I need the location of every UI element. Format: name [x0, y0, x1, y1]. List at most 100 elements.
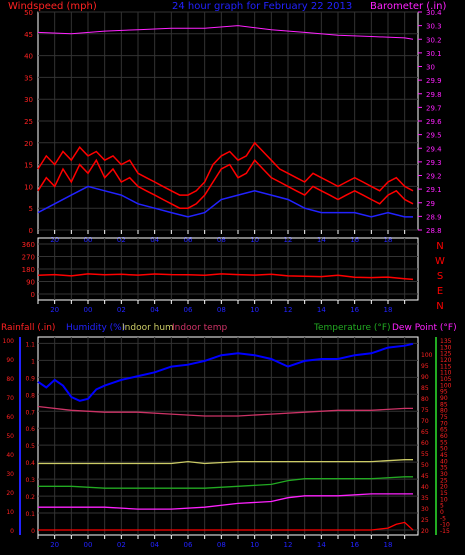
x-tick-label: 06 — [184, 306, 193, 314]
x-tick-label: 14 — [317, 306, 326, 314]
barometer-tick-label: 30 — [426, 64, 435, 72]
temperature-inner-tick-label: 25 — [421, 517, 429, 524]
rainfall-outer-ticks: 0 10 20 30 40 50 60 70 80 90 100 — [3, 338, 15, 535]
environment-plot-frame — [37, 336, 419, 536]
rainfall-inner-tick-label: 0.4 — [25, 460, 35, 467]
environment-panel: Rainfall (.in) Humidity (%)Indoor humIndo… — [1, 323, 457, 549]
temperature-outer-tick-label: 20 — [440, 484, 448, 491]
windspeed-axis-label: Windspeed (mph) — [8, 1, 97, 12]
degree-tick-label: 270 — [22, 254, 35, 262]
barometer-tick-label: 29.5 — [426, 132, 442, 140]
x-tick-label: 04 — [150, 306, 159, 314]
series-dew-point — [38, 493, 413, 510]
barometer-tick-label: 30.2 — [426, 36, 442, 44]
temperature-outer-tick-label: -15 — [440, 528, 450, 535]
temperature-outer-tick-label: 65 — [440, 427, 448, 434]
windspeed-tick-label: 30 — [24, 96, 33, 104]
rainfall-inner-tick-label: 1 — [31, 358, 35, 365]
barometer-tick-label: 30.3 — [426, 23, 442, 31]
rainfall-inner-tick-label: 0.9 — [25, 375, 35, 382]
x-tick-label: 20 — [50, 306, 59, 314]
barometer-tick-label: 29.3 — [426, 159, 442, 167]
temperature-outer-tick-label: 120 — [440, 357, 452, 364]
series-wind-direction — [37, 273, 414, 281]
temperature-outer-tick-label: 115 — [440, 363, 452, 370]
legend-label: Indoor hum — [122, 323, 174, 333]
windspeed-tick-label: 20 — [24, 140, 33, 148]
temperature-inner-tick-label: 85 — [421, 385, 429, 392]
series-indoor-temp — [37, 405, 413, 417]
windspeed-tick-label: 5 — [29, 205, 33, 213]
x-tick-label: 16 — [350, 306, 359, 314]
temperature-outer-tick-label: 55 — [440, 439, 448, 446]
x-tick-label: 14 — [317, 541, 326, 549]
barometer-tick-label: 30.1 — [426, 50, 442, 58]
x-tick-label: 00 — [84, 306, 93, 314]
compass-label: S — [437, 271, 443, 282]
temperature-outer-tick-label: 30 — [440, 471, 448, 478]
series-gust — [37, 141, 414, 196]
rainfall-inner-ticks: 0 0.1 0.2 0.3 0.4 0.5 0.6 0.7 0.8 0.9 1 1.1 — [25, 341, 35, 535]
series-indoor-hum — [38, 459, 413, 465]
rainfall-inner-tick-label: 0.2 — [25, 494, 35, 501]
rainfall-outer-tick-label: 30 — [6, 471, 14, 478]
temperature-outer-tick-label: 25 — [440, 477, 448, 484]
rainfall-inner-tick-label: 0.3 — [25, 477, 35, 484]
temperature-outer-tick-label: 15 — [440, 490, 448, 497]
x-tick-label: 04 — [150, 541, 159, 549]
temperature-inner-tick-label: 70 — [421, 418, 429, 425]
environment-x-ticks: 20 00 02 04 06 08 10 12 14 16 18 — [37, 535, 406, 549]
rainfall-inner-tick-label: 0.5 — [25, 443, 35, 450]
legend-label: Indoor temp — [172, 323, 227, 333]
degree-tick-label: 0 — [31, 291, 35, 299]
x-tick-label: 06 — [184, 541, 193, 549]
barometer-tick-label: 29.1 — [426, 186, 442, 194]
rainfall-inner-tick-label: 0.7 — [25, 409, 35, 416]
environment-legend: Rainfall (.in) Humidity (%)Indoor humIndo… — [1, 323, 457, 333]
legend-label: Rainfall (.in) — [1, 323, 55, 333]
series-average-wind — [37, 185, 413, 218]
temperature-outer-tick-label: 95 — [440, 389, 448, 396]
series-windspeed — [37, 158, 414, 209]
temperature-outer-tick-label: 85 — [440, 401, 448, 408]
x-tick-label: 12 — [284, 306, 293, 314]
rainfall-outer-tick-label: 90 — [6, 357, 14, 364]
temperature-inner-tick-label: 40 — [421, 484, 429, 491]
windspeed-tick-label: 45 — [24, 31, 33, 39]
compass-label: W — [435, 256, 445, 267]
direction-x-ticks: 20 00 02 04 06 08 10 12 14 16 18 — [37, 300, 406, 314]
temperature-inner-tick-label: 35 — [421, 495, 429, 502]
temperature-inner-tick-label: 80 — [421, 396, 429, 403]
legend-label: Humidity (%) — [66, 323, 125, 333]
barometer-tick-label: 29.2 — [426, 173, 442, 181]
temperature-outer-tick-label: 125 — [440, 351, 452, 358]
temperature-inner-tick-label: 100 — [421, 352, 433, 359]
degree-tick-label: 90 — [26, 279, 35, 287]
windspeed-tick-label: 50 — [24, 9, 33, 17]
x-tick-label: 00 — [84, 541, 93, 549]
direction-grid — [38, 238, 418, 300]
temperature-inner-tick-label: 55 — [421, 451, 429, 458]
rainfall-inner-tick-label: 0 — [31, 528, 35, 535]
compass-label: N — [436, 241, 443, 252]
barometer-tick-label: 29 — [426, 200, 435, 208]
temperature-outer-tick-label: 100 — [440, 382, 452, 389]
x-tick-label: 20 — [50, 541, 59, 549]
x-tick-label: 16 — [350, 541, 359, 549]
degree-tick-label: 360 — [22, 241, 35, 249]
rainfall-outer-tick-label: 40 — [6, 452, 14, 459]
windspeed-ticks: 0 5 10 15 20 25 30 35 40 45 50 — [24, 9, 33, 235]
x-tick-label: 18 — [384, 306, 393, 314]
rainfall-outer-tick-label: 80 — [6, 376, 14, 383]
temperature-outer-tick-label: 60 — [440, 433, 448, 440]
wind-series — [37, 25, 414, 218]
barometer-tick-label: 29.9 — [426, 77, 442, 85]
x-tick-label: 10 — [250, 306, 259, 314]
barometer-tick-label: 29.7 — [426, 104, 442, 112]
legend-label: Dew Point (°F) — [392, 323, 457, 333]
temperature-outer-tick-label: 5 — [440, 503, 444, 510]
rainfall-outer-tick-label: 70 — [6, 395, 14, 402]
barometer-tick-label: 29.6 — [426, 118, 442, 126]
